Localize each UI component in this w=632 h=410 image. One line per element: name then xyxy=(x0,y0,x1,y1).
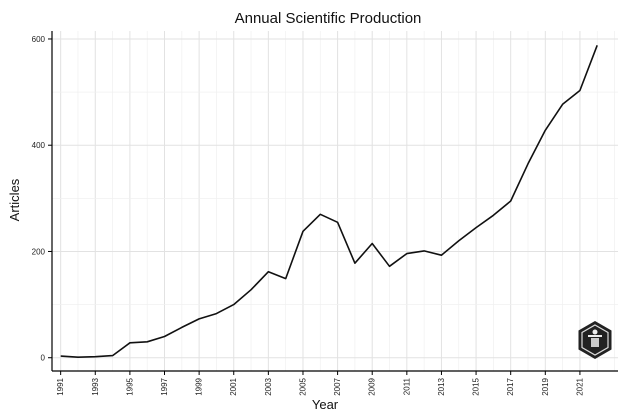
x-tick-label: 2003 xyxy=(264,377,273,395)
y-tick-label: 400 xyxy=(32,141,46,150)
x-tick-label: 1991 xyxy=(56,377,65,395)
series xyxy=(60,45,598,359)
logo-inner-hexagon xyxy=(581,324,609,356)
x-tick-label: 2005 xyxy=(298,377,307,395)
axes xyxy=(48,31,618,375)
x-tick-label: 2015 xyxy=(472,377,481,395)
x-tick-label: 2013 xyxy=(437,377,446,395)
bibliometrix-logo xyxy=(578,321,612,359)
x-axis-title: Year xyxy=(312,397,339,410)
y-tick-label: 200 xyxy=(32,247,46,256)
x-tick-label: 2021 xyxy=(575,377,584,395)
logo-dot xyxy=(592,329,598,335)
y-axis-title: Articles xyxy=(7,178,22,221)
x-tick-label: 2007 xyxy=(333,377,342,395)
y-tick-label: 0 xyxy=(41,354,46,363)
logo-bar-top xyxy=(588,335,602,337)
gridlines xyxy=(52,31,618,371)
x-tick-label: 2017 xyxy=(506,377,515,395)
logo-body xyxy=(591,338,599,347)
tick-labels: 0 200 400 600 1991 1993 1995 1997 1999 2001 2003 20… xyxy=(32,35,585,396)
y-tick-label: 600 xyxy=(32,35,46,44)
x-tick-label: 2009 xyxy=(368,377,377,395)
x-tick-label: 2001 xyxy=(229,377,238,395)
x-tick-label: 2019 xyxy=(541,377,550,395)
x-tick-label: 1999 xyxy=(195,377,204,395)
x-tick-label: 1995 xyxy=(125,377,134,395)
x-tick-label: 1993 xyxy=(91,377,100,395)
x-tick-label: 2011 xyxy=(402,377,411,395)
x-tick-label: 1997 xyxy=(160,377,169,395)
series-line xyxy=(60,45,598,359)
chart-title: Annual Scientific Production xyxy=(235,10,422,27)
